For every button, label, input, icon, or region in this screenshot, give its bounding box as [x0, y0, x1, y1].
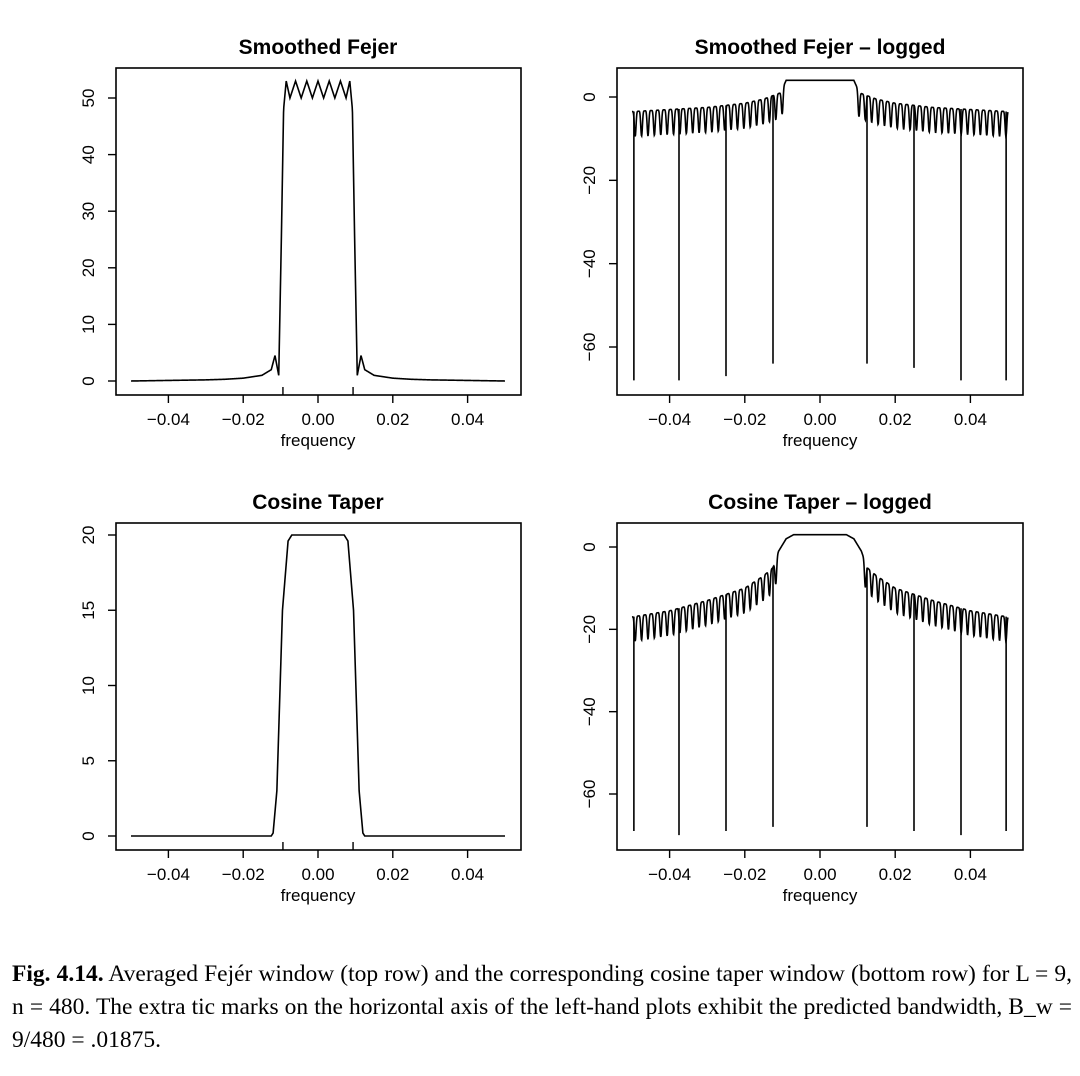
y-tick-label: 0 — [79, 376, 98, 385]
y-tick-label: 0 — [580, 92, 599, 101]
axis-ticks: −0.04 −0.02 0.00 0.02 0.04 −60 −40 −20 0 — [580, 542, 987, 884]
figure: Smoothed Fejer −0.04 −0.02 0.00 0.02 0.04 0 10… — [79, 36, 1024, 905]
panel-title: Smoothed Fejer — [239, 36, 398, 59]
x-tick-label: 0.00 — [301, 410, 334, 429]
panel-smoothed-fejer-logged: Smoothed Fejer – logged −0.04 −0.02 0.00 0.… — [580, 36, 1024, 450]
x-tick-label: −0.04 — [147, 410, 190, 429]
y-tick-label: 20 — [79, 258, 98, 277]
x-tick-label: 0.04 — [954, 865, 987, 884]
y-tick-label: −60 — [580, 780, 599, 809]
y-tick-label: −40 — [580, 697, 599, 726]
y-tick-label: 10 — [79, 676, 98, 695]
panel-smoothed-fejer: Smoothed Fejer −0.04 −0.02 0.00 0.02 0.04 0 10… — [79, 36, 522, 450]
y-tick-label: 10 — [79, 315, 98, 334]
y-tick-label: −20 — [580, 166, 599, 195]
data-line — [131, 534, 505, 837]
x-tick-label: 0.00 — [301, 865, 334, 884]
axis-ticks: −0.04 −0.02 0.00 0.02 0.04 0 5 10 15 20 — [79, 526, 484, 884]
axis-ticks: −0.04 −0.02 0.00 0.02 0.04 −60 −40 −20 0 — [580, 92, 987, 429]
x-tick-label: 0.02 — [879, 865, 912, 884]
x-tick-label: −0.02 — [222, 865, 265, 884]
panel-title: Cosine Taper — [252, 491, 383, 514]
x-tick-label: −0.02 — [222, 410, 265, 429]
y-tick-label: 0 — [79, 831, 98, 840]
panel-title: Cosine Taper – logged — [708, 491, 932, 514]
x-tick-label: −0.04 — [648, 410, 691, 429]
data-line — [631, 533, 1009, 644]
x-tick-label: −0.04 — [147, 865, 190, 884]
plot-frame — [115, 67, 522, 396]
data-line — [131, 78, 505, 382]
panel-cosine-taper: Cosine Taper −0.04 −0.02 0.00 0.02 0.04 0 5 10 1… — [79, 491, 522, 905]
y-tick-label: 20 — [79, 526, 98, 545]
x-axis-label: frequency — [281, 431, 356, 450]
figure-caption: Fig. 4.14. Averaged Fejér window (top ro… — [12, 958, 1072, 1057]
plot-frame — [616, 522, 1024, 851]
y-tick-label: 5 — [79, 756, 98, 765]
x-axis-label: frequency — [783, 886, 858, 905]
y-tick-label: −60 — [580, 333, 599, 362]
y-tick-label: 50 — [79, 89, 98, 108]
y-tick-label: 30 — [79, 202, 98, 221]
x-tick-label: 0.04 — [954, 410, 987, 429]
x-axis-label: frequency — [281, 886, 356, 905]
caption-text: Averaged Fejér window (top row) and the … — [12, 961, 1072, 1053]
x-tick-label: 0.04 — [451, 410, 484, 429]
x-tick-label: 0.02 — [376, 410, 409, 429]
x-tick-label: −0.02 — [723, 410, 766, 429]
x-tick-label: −0.02 — [723, 865, 766, 884]
caption-label: Fig. 4.14. — [12, 961, 104, 987]
data-line — [631, 79, 1009, 139]
x-tick-label: 0.02 — [879, 410, 912, 429]
x-tick-label: 0.04 — [451, 865, 484, 884]
x-tick-label: 0.00 — [803, 410, 836, 429]
y-tick-label: 0 — [580, 542, 599, 551]
axis-ticks: −0.04 −0.02 0.00 0.02 0.04 0 10 20 30 40 50 — [79, 89, 484, 429]
x-tick-label: 0.02 — [376, 865, 409, 884]
x-tick-label: 0.00 — [803, 865, 836, 884]
y-tick-label: −20 — [580, 615, 599, 644]
y-tick-label: −40 — [580, 249, 599, 278]
y-tick-label: 15 — [79, 601, 98, 620]
plot-frame — [115, 522, 522, 851]
x-tick-label: −0.04 — [648, 865, 691, 884]
panel-title: Smoothed Fejer – logged — [695, 36, 946, 59]
y-tick-label: 40 — [79, 145, 98, 164]
panel-cosine-taper-logged: Cosine Taper – logged −0.04 −0.02 0.00 0.02… — [580, 491, 1024, 905]
x-axis-label: frequency — [783, 431, 858, 450]
